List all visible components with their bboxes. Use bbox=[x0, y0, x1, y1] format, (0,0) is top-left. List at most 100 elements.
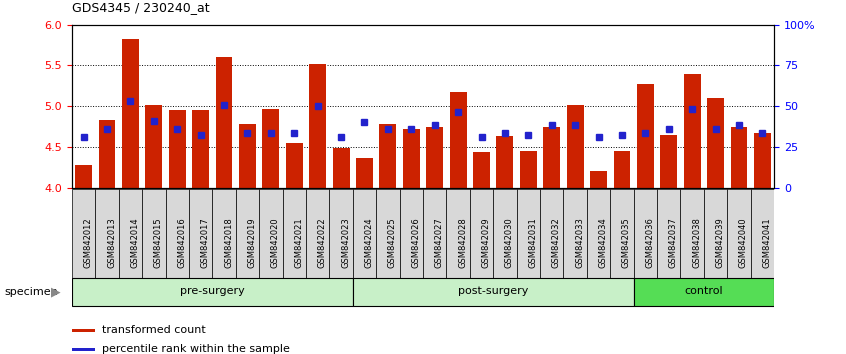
Bar bbox=[75, 165, 92, 188]
Bar bbox=[239, 124, 255, 188]
Text: GSM842014: GSM842014 bbox=[130, 217, 140, 268]
Text: GSM842021: GSM842021 bbox=[294, 217, 303, 268]
Text: transformed count: transformed count bbox=[102, 325, 206, 335]
FancyBboxPatch shape bbox=[72, 278, 353, 306]
Bar bbox=[166, 189, 189, 296]
Bar bbox=[169, 110, 185, 188]
Bar bbox=[72, 348, 95, 350]
Bar bbox=[353, 189, 376, 296]
Bar bbox=[634, 189, 657, 296]
Bar bbox=[99, 120, 115, 188]
Text: GSM842041: GSM842041 bbox=[762, 217, 772, 268]
Bar bbox=[332, 148, 349, 188]
Bar bbox=[447, 189, 470, 296]
Bar bbox=[146, 104, 162, 188]
Text: GSM842019: GSM842019 bbox=[247, 217, 256, 268]
Text: specimen: specimen bbox=[4, 287, 58, 297]
Text: GSM842038: GSM842038 bbox=[692, 217, 701, 268]
Text: GSM842033: GSM842033 bbox=[575, 217, 584, 268]
Text: GSM842024: GSM842024 bbox=[365, 217, 373, 268]
Bar bbox=[192, 110, 209, 188]
Bar bbox=[731, 127, 747, 188]
Bar bbox=[610, 189, 634, 296]
Bar bbox=[310, 64, 326, 188]
Bar bbox=[754, 133, 771, 188]
Text: GSM842020: GSM842020 bbox=[271, 217, 280, 268]
Bar bbox=[637, 84, 654, 188]
Text: control: control bbox=[684, 286, 723, 296]
Text: GSM842023: GSM842023 bbox=[341, 217, 350, 268]
Text: GSM842034: GSM842034 bbox=[599, 217, 607, 268]
Bar bbox=[306, 189, 329, 296]
Bar bbox=[122, 39, 139, 188]
Bar bbox=[142, 189, 166, 296]
Text: GSM842028: GSM842028 bbox=[459, 217, 467, 268]
Text: GSM842012: GSM842012 bbox=[84, 217, 92, 268]
Bar bbox=[72, 329, 95, 332]
Text: GSM842016: GSM842016 bbox=[178, 217, 186, 268]
Bar bbox=[329, 189, 353, 296]
Bar bbox=[567, 105, 584, 188]
Bar bbox=[283, 189, 306, 296]
Bar bbox=[403, 129, 420, 188]
Text: GSM842026: GSM842026 bbox=[411, 217, 420, 268]
Text: ▶: ▶ bbox=[51, 286, 60, 298]
Text: GSM842027: GSM842027 bbox=[435, 217, 443, 268]
Bar bbox=[661, 135, 677, 188]
Bar bbox=[236, 189, 259, 296]
Bar bbox=[728, 189, 750, 296]
Bar bbox=[613, 151, 630, 188]
Bar bbox=[707, 98, 724, 188]
Bar bbox=[704, 189, 728, 296]
Bar bbox=[680, 189, 704, 296]
Text: GSM842013: GSM842013 bbox=[107, 217, 116, 268]
Bar bbox=[423, 189, 447, 296]
Bar bbox=[356, 158, 373, 188]
Text: GSM842039: GSM842039 bbox=[716, 217, 724, 268]
Bar bbox=[540, 189, 563, 296]
Text: GSM842025: GSM842025 bbox=[387, 217, 397, 268]
Bar bbox=[376, 189, 399, 296]
Bar bbox=[493, 189, 517, 296]
Bar bbox=[591, 171, 607, 188]
Text: GSM842018: GSM842018 bbox=[224, 217, 233, 268]
Bar bbox=[517, 189, 540, 296]
Bar bbox=[497, 136, 514, 188]
Text: GSM842030: GSM842030 bbox=[505, 217, 514, 268]
Bar bbox=[380, 124, 396, 188]
Bar bbox=[657, 189, 680, 296]
Bar bbox=[473, 152, 490, 188]
Bar bbox=[563, 189, 587, 296]
Text: GSM842031: GSM842031 bbox=[528, 217, 537, 268]
Bar bbox=[520, 151, 536, 188]
FancyBboxPatch shape bbox=[634, 278, 774, 306]
Bar bbox=[189, 189, 212, 296]
Text: GSM842017: GSM842017 bbox=[201, 217, 210, 268]
Bar bbox=[750, 189, 774, 296]
Text: GDS4345 / 230240_at: GDS4345 / 230240_at bbox=[72, 1, 210, 14]
Bar bbox=[684, 74, 700, 188]
Bar bbox=[216, 57, 233, 188]
Bar bbox=[450, 92, 466, 188]
Bar bbox=[262, 109, 279, 188]
Bar bbox=[399, 189, 423, 296]
Text: post-surgery: post-surgery bbox=[458, 286, 529, 296]
Text: GSM842029: GSM842029 bbox=[481, 217, 491, 268]
Bar bbox=[470, 189, 493, 296]
Bar bbox=[118, 189, 142, 296]
Bar bbox=[96, 189, 118, 296]
Bar bbox=[587, 189, 610, 296]
Bar bbox=[543, 127, 560, 188]
Text: GSM842035: GSM842035 bbox=[622, 217, 631, 268]
Bar bbox=[426, 127, 443, 188]
Text: GSM842015: GSM842015 bbox=[154, 217, 162, 268]
Text: GSM842040: GSM842040 bbox=[739, 217, 748, 268]
Text: percentile rank within the sample: percentile rank within the sample bbox=[102, 344, 289, 354]
Bar bbox=[72, 189, 96, 296]
Text: GSM842022: GSM842022 bbox=[318, 217, 327, 268]
Text: GSM842032: GSM842032 bbox=[552, 217, 561, 268]
Text: GSM842036: GSM842036 bbox=[645, 217, 654, 268]
Text: pre-surgery: pre-surgery bbox=[180, 286, 244, 296]
Bar bbox=[212, 189, 236, 296]
FancyBboxPatch shape bbox=[353, 278, 634, 306]
